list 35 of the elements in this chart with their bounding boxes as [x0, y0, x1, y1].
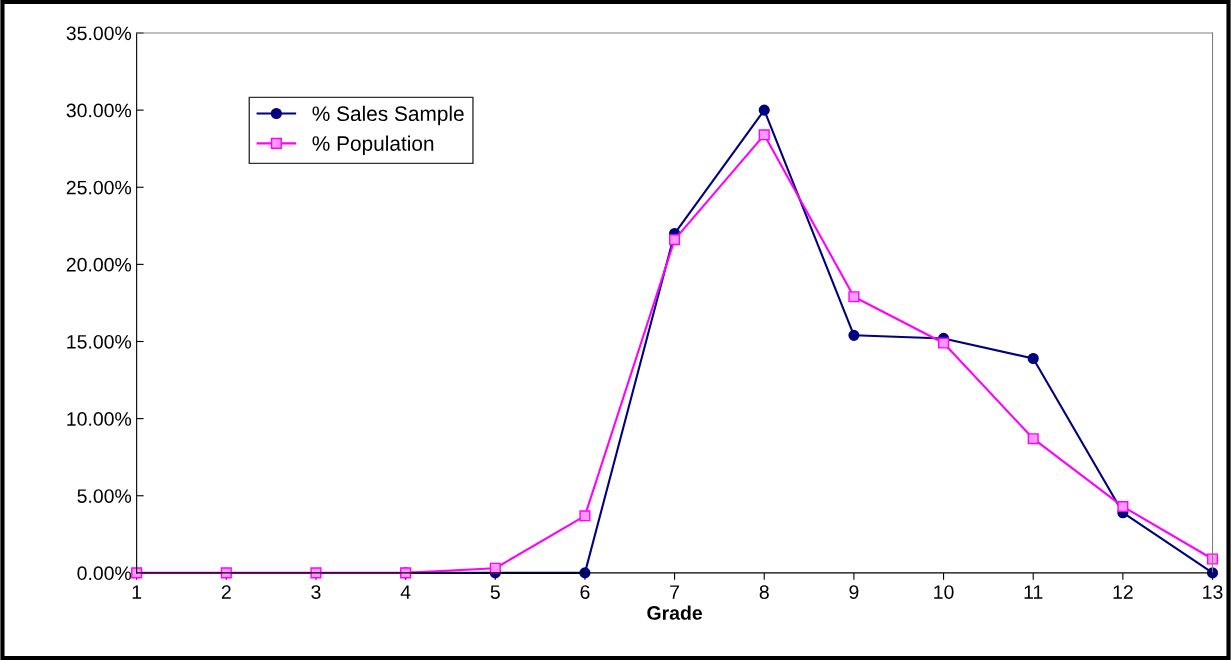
point	[938, 337, 950, 349]
x-tick-label: 2	[221, 585, 231, 599]
x-tick-label: 12	[1113, 585, 1133, 599]
point	[758, 104, 770, 116]
y-tick-label: 25.00%	[66, 180, 132, 195]
legend-label: % Population	[312, 135, 434, 155]
point	[848, 291, 860, 303]
point	[1206, 553, 1219, 565]
x-tick-label: 7	[670, 585, 680, 599]
x-tick-label: 8	[759, 585, 769, 599]
y-tick-label: 15.00%	[67, 334, 132, 349]
y-tick-label: 20.00%	[66, 257, 132, 272]
point	[758, 129, 770, 141]
point	[1117, 500, 1129, 513]
x-tick-label: 11	[1024, 585, 1043, 599]
point	[669, 234, 681, 246]
y-tick-label: 35.00%	[66, 26, 132, 41]
point	[1027, 433, 1039, 445]
point	[579, 510, 591, 522]
x-tick-label: 6	[580, 585, 590, 599]
x-axis-title: Grade	[647, 605, 703, 620]
point	[1027, 352, 1039, 365]
y-tick-label: 10.00%	[67, 412, 132, 426]
x-tick-label: 3	[311, 585, 321, 599]
x-tick-label: 1	[132, 585, 142, 599]
point	[848, 329, 860, 341]
y-tick-label: 5.00%	[77, 489, 132, 503]
x-tick-label: 5	[490, 585, 500, 599]
x-tick-label: 13	[1203, 585, 1223, 599]
legend-label: % Sales Sample	[312, 105, 464, 126]
x-tick-label: 9	[849, 585, 859, 599]
y-tick-label: 0.00%	[77, 566, 132, 581]
x-tick-label: 10	[934, 585, 954, 599]
x-tick-label: 4	[400, 585, 411, 599]
y-tick-label: 30.00%	[66, 103, 132, 118]
